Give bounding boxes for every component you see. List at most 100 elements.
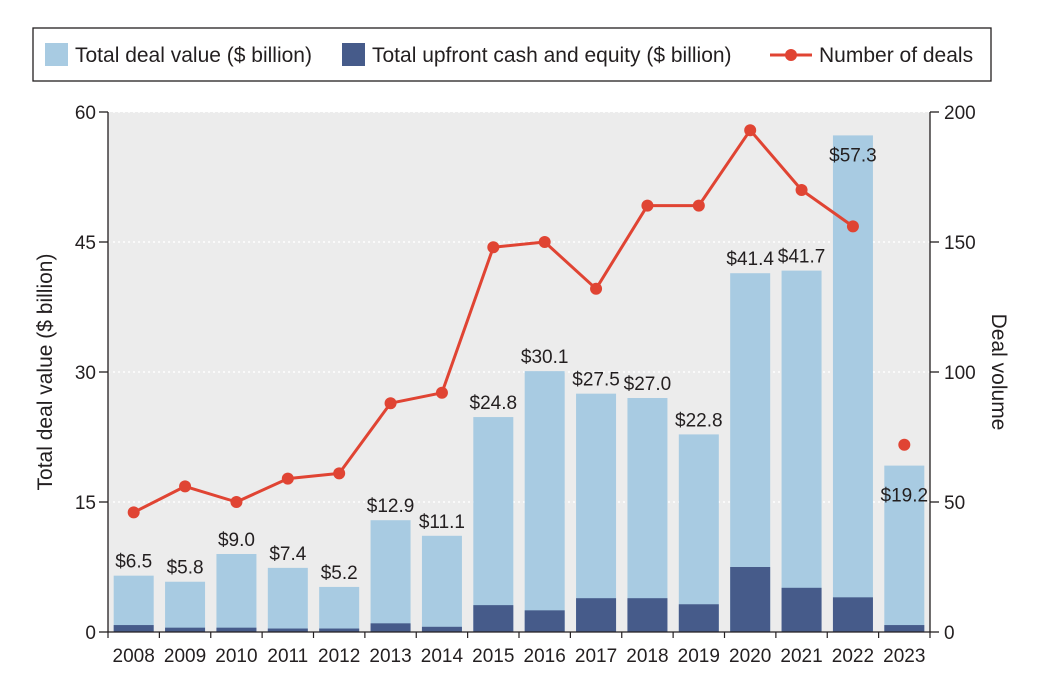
- data-label-2010: $9.0: [218, 530, 255, 551]
- bar-upfront-2009: [165, 627, 206, 632]
- right-tick-label-50: 50: [944, 493, 965, 514]
- x-tick-label-2009: 2009: [164, 646, 206, 667]
- bars: [113, 135, 925, 632]
- deals-point-2018: [641, 199, 654, 212]
- legend: Total deal value ($ billion) Total upfro…: [32, 27, 992, 82]
- data-label-2017: $27.5: [572, 370, 620, 391]
- data-label-2018: $27.0: [624, 374, 672, 395]
- x-tick-label-2012: 2012: [318, 646, 360, 667]
- data-label-2008: $6.5: [115, 552, 152, 573]
- bar-total-2009: [165, 581, 206, 632]
- deals-point-2019: [692, 199, 705, 212]
- bar-upfront-2010: [216, 627, 257, 632]
- left-tick-label-60: 60: [75, 103, 96, 124]
- bar-upfront-2019: [678, 604, 719, 632]
- deals-point-2017: [590, 282, 603, 295]
- data-label-2022: $57.3: [829, 145, 877, 166]
- legend-label-deals: Number of deals: [819, 44, 973, 67]
- deals-point-2014: [435, 386, 448, 399]
- bar-upfront-2021: [781, 587, 822, 632]
- legend-swatch-upfront: [342, 43, 365, 66]
- bar-upfront-2015: [473, 605, 514, 632]
- axes: 0 15 30 45 60 0 50 100 150 200 2008 2009 2010 2011 201…: [75, 103, 976, 667]
- x-tick-label-2011: 2011: [267, 646, 308, 667]
- legend-frame: [32, 27, 992, 82]
- bar-total-2011: [267, 567, 308, 632]
- deals-point-2021: [795, 184, 808, 196]
- deals-point-2010: [230, 496, 243, 508]
- x-tick-label-2015: 2015: [472, 646, 514, 667]
- bar-upfront-2016: [524, 610, 565, 632]
- bar-upfront-2023: [884, 625, 925, 632]
- deals-line: [127, 124, 911, 519]
- deals-point-2011: [281, 472, 294, 485]
- data-label-2020: $41.4: [726, 249, 774, 270]
- right-tick-label-0: 0: [944, 623, 955, 644]
- bar-upfront-2014: [421, 626, 462, 632]
- deals-point-2015: [487, 241, 500, 254]
- data-label-2011: $7.4: [269, 544, 306, 565]
- bar-total-2021: [781, 270, 822, 632]
- x-tick-label-2010: 2010: [215, 646, 257, 667]
- x-tick-label-2020: 2020: [729, 646, 771, 667]
- bar-upfront-2022: [832, 597, 873, 632]
- bar-upfront-2020: [730, 567, 771, 632]
- deals-point-2013: [384, 397, 397, 410]
- x-tick-label-2022: 2022: [832, 646, 874, 667]
- bar-total-2022: [832, 135, 873, 632]
- bar-total-2023: [884, 465, 925, 632]
- bar-total-2015: [473, 417, 514, 632]
- bar-upfront-2018: [627, 598, 668, 632]
- bar-total-2012: [319, 586, 360, 632]
- deals-point-2016: [538, 236, 551, 248]
- deals-point-2008: [127, 506, 140, 519]
- data-label-2013: $12.9: [367, 496, 415, 517]
- data-labels: $6.5 $5.8 $9.0 $7.4 $5.2 $12.9$11.1 $24.8 $30.1…: [115, 145, 928, 584]
- left-tick-label-45: 45: [75, 233, 96, 254]
- x-tick-label-2017: 2017: [575, 646, 617, 667]
- deals-point-2012: [333, 467, 346, 480]
- x-tick-label-2019: 2019: [678, 646, 720, 667]
- data-label-2014: $11.1: [419, 512, 465, 533]
- bar-upfront-2008: [113, 625, 154, 632]
- left-tick-label-15: 15: [75, 493, 96, 514]
- bar-total-2014: [421, 535, 462, 632]
- bar-total-2019: [678, 434, 719, 632]
- data-label-2009: $5.8: [167, 558, 204, 579]
- left-tick-label-0: 0: [85, 623, 96, 644]
- bar-upfront-2013: [370, 623, 411, 632]
- bar-total-2016: [524, 371, 565, 632]
- legend-marker-deals: [785, 49, 797, 61]
- bar-total-2010: [216, 554, 257, 632]
- bar-total-2013: [370, 520, 411, 632]
- bar-total-2018: [627, 398, 668, 632]
- data-label-2019: $22.8: [675, 410, 723, 431]
- data-label-2021: $41.7: [778, 247, 826, 268]
- right-tick-label-150: 150: [944, 233, 976, 254]
- bar-upfront-2012: [319, 628, 360, 632]
- x-tick-label-2018: 2018: [626, 646, 668, 667]
- legend-label-upfront: Total upfront cash and equity ($ billion…: [372, 44, 732, 67]
- left-tick-label-30: 30: [75, 363, 96, 384]
- x-tick-label-2013: 2013: [369, 646, 411, 667]
- x-tick-label-2008: 2008: [113, 646, 155, 667]
- legend-swatch-deal-value: [45, 43, 68, 66]
- bar-total-2017: [576, 393, 617, 632]
- data-label-2016: $30.1: [521, 347, 569, 368]
- deals-point-2022: [846, 220, 859, 233]
- bar-upfront-2017: [576, 598, 617, 632]
- data-label-2012: $5.2: [321, 563, 358, 584]
- x-tick-label-2021: 2021: [780, 646, 822, 667]
- deals-point-2020: [744, 124, 757, 137]
- data-label-2015: $24.8: [470, 393, 518, 414]
- deals-point-2023: [898, 438, 911, 451]
- bar-upfront-2011: [267, 628, 308, 632]
- bar-total-2008: [113, 575, 154, 632]
- right-tick-label-200: 200: [944, 103, 976, 124]
- right-axis-title: Deal volume: [987, 314, 1010, 431]
- legend-label-deal-value: Total deal value ($ billion): [75, 44, 312, 67]
- deals-point-2009: [179, 480, 192, 493]
- x-tick-label-2023: 2023: [883, 646, 925, 667]
- data-label-2023: $19.2: [881, 486, 929, 507]
